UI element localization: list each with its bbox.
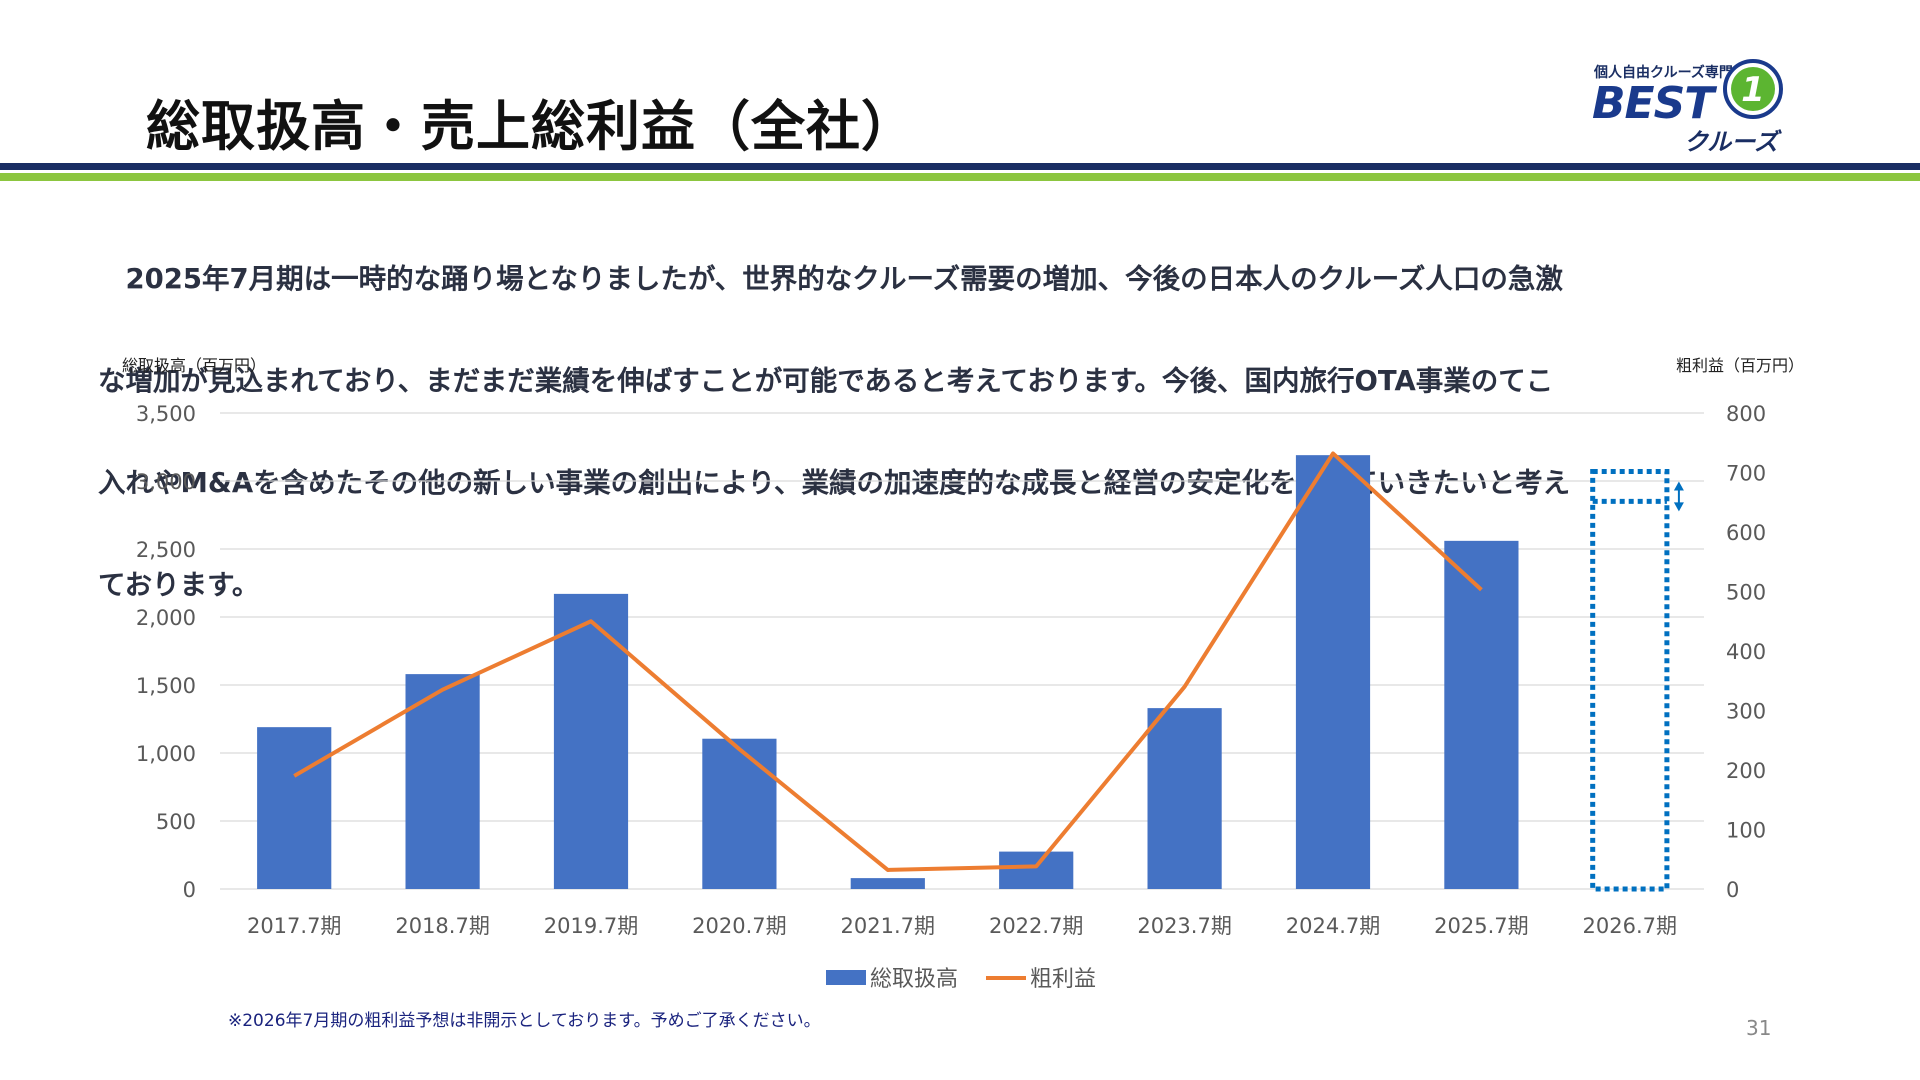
left-tick-label: 3,500 [136, 402, 196, 426]
logo-number-one-badge: 1 [1723, 59, 1783, 119]
header-band-green [0, 173, 1920, 181]
left-tick-label: 3,000 [136, 470, 196, 494]
right-axis-label: 粗利益（百万円） [1676, 356, 1805, 375]
bar [257, 727, 332, 889]
left-tick-label: 2,000 [136, 606, 196, 630]
right-tick-label: 300 [1726, 700, 1766, 724]
right-tick-label: 600 [1726, 521, 1766, 545]
logo-brand: BEST [1592, 78, 1714, 129]
bar [1444, 540, 1519, 889]
company-logo: 個人自由クルーズ専門 BEST 1 クルーズ [1590, 58, 1790, 158]
right-tick-label: 500 [1726, 581, 1766, 605]
x-tick-label: 2020.7期 [692, 914, 786, 938]
right-tick-label: 400 [1726, 640, 1766, 664]
right-tick-label: 200 [1726, 759, 1766, 783]
left-tick-label: 2,500 [136, 538, 196, 562]
bar [850, 878, 925, 889]
right-tick-label: 700 [1726, 462, 1766, 486]
x-tick-label: 2017.7期 [247, 914, 341, 938]
left-tick-label: 500 [156, 810, 196, 834]
footnote: ※2026年7月期の粗利益予想は非開示としております。予めご了承ください。 [228, 1011, 821, 1031]
legend-label: 総取扱高 [870, 967, 958, 992]
right-tick-label: 0 [1726, 878, 1739, 902]
bar [999, 851, 1074, 889]
bar [1147, 708, 1222, 889]
bar [405, 674, 480, 889]
bar [553, 593, 629, 889]
page-number: 31 [1746, 1016, 1772, 1040]
x-tick-label: 2021.7期 [841, 914, 935, 938]
left-tick-label: 1,000 [136, 742, 196, 766]
left-axis-label: 総取扱高（百万円） [122, 356, 267, 375]
header-band-navy [0, 163, 1920, 170]
bar [1295, 455, 1371, 889]
arrow-up-icon [1673, 481, 1684, 491]
line-series [293, 451, 1483, 872]
legend-label: 粗利益 [1030, 967, 1096, 992]
x-tick-label: 2026.7期 [1583, 914, 1677, 938]
forecast-outline [1590, 468, 1670, 892]
arrow-down-icon [1673, 502, 1684, 512]
lead-line: 2025年7月期は一時的な踊り場となりましたが、世界的なクルーズ需要の増加、今後… [98, 263, 1563, 295]
x-tick-label: 2022.7期 [989, 914, 1083, 938]
left-tick-label: 0 [183, 878, 196, 902]
right-tick-label: 800 [1726, 402, 1766, 426]
x-tick-label: 2025.7期 [1434, 914, 1528, 938]
x-tick-label: 2023.7期 [1137, 914, 1231, 938]
legend-swatch-bar [826, 970, 866, 985]
logo-subtitle: クルーズ [1684, 128, 1779, 156]
bar [702, 738, 777, 889]
left-tick-label: 1,500 [136, 674, 196, 698]
x-tick-label: 2024.7期 [1286, 914, 1380, 938]
logo-badge-number: 1 [1741, 70, 1765, 110]
page-title: 総取扱高・売上総利益（全社） [146, 95, 916, 158]
logo-tagline: 個人自由クルーズ専門 [1594, 65, 1733, 81]
x-tick-label: 2019.7期 [544, 914, 638, 938]
x-tick-label: 2018.7期 [395, 914, 489, 938]
right-tick-label: 100 [1726, 819, 1766, 843]
lead-line: ております。 [98, 569, 260, 601]
lead-line: な増加が見込まれており、まだまだ業績を伸ばすことが可能であると考えております。今… [98, 365, 1554, 397]
